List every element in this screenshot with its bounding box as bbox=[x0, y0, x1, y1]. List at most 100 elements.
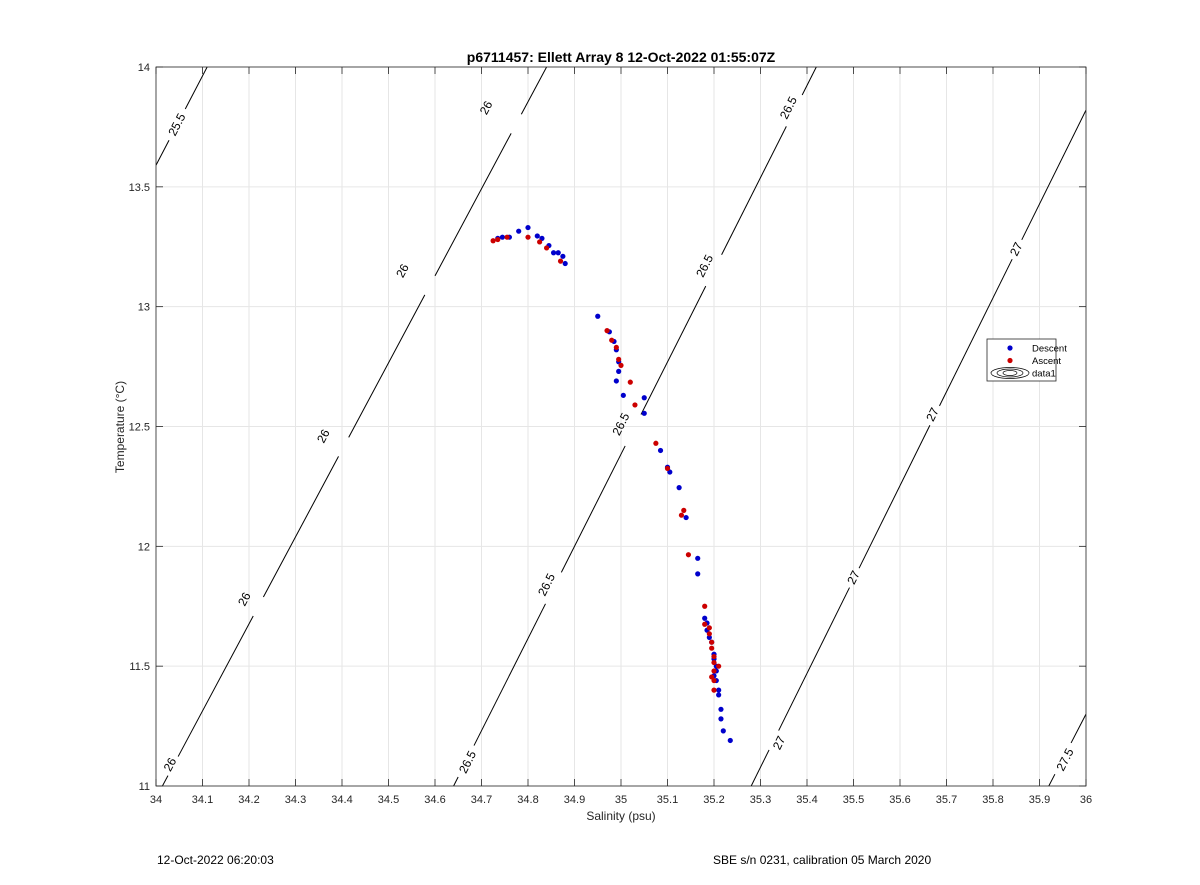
descent-point bbox=[550, 250, 557, 256]
ascent-point bbox=[706, 631, 712, 637]
y-tick-label: 13 bbox=[138, 302, 150, 314]
contour-line-26 bbox=[177, 615, 254, 757]
y-tick-label: 12 bbox=[138, 541, 150, 553]
contour-line-25.5 bbox=[184, 67, 208, 110]
descent-point bbox=[613, 378, 619, 384]
ascent-point bbox=[653, 440, 659, 446]
legend-contour-ellipse bbox=[990, 367, 1030, 379]
ascent-point bbox=[711, 668, 717, 674]
x-tick-label: 34.8 bbox=[517, 794, 538, 806]
ascent-point bbox=[609, 337, 615, 343]
descent-point bbox=[657, 447, 664, 454]
x-tick-label: 36 bbox=[1080, 794, 1092, 806]
contour-label: 26 bbox=[235, 590, 254, 609]
descent-point bbox=[499, 234, 506, 240]
descent-point bbox=[516, 228, 522, 234]
legend-contour-icon bbox=[990, 367, 1030, 379]
x-tick-label: 34 bbox=[150, 794, 162, 806]
ascent-point bbox=[702, 621, 708, 627]
contour-line-26.5 bbox=[721, 126, 787, 255]
legend-contour-ellipse bbox=[996, 368, 1024, 378]
descent-point bbox=[555, 250, 561, 256]
x-tick-label: 35.5 bbox=[843, 794, 864, 806]
ascent-point bbox=[711, 659, 717, 666]
ascent-point bbox=[616, 356, 622, 362]
ascent-point bbox=[525, 234, 531, 240]
legend-marker-ascent bbox=[1007, 357, 1013, 364]
ascent-point bbox=[504, 234, 510, 240]
legend-label: Ascent bbox=[1032, 356, 1061, 367]
descent-point bbox=[718, 716, 724, 722]
descent-point bbox=[695, 555, 701, 561]
ascent-point bbox=[604, 328, 610, 334]
ascent-point bbox=[685, 552, 692, 558]
ascent-point bbox=[709, 639, 715, 645]
y-tick-label: 12.5 bbox=[129, 422, 150, 434]
ascent-point bbox=[716, 663, 722, 669]
ticks: 34 34.1 34.2 34.3 34.4 34.5 34.6 34.7 34.8 34.9 35… bbox=[129, 62, 1093, 806]
ascent-point bbox=[709, 645, 715, 651]
contour-line-26.5 bbox=[473, 603, 546, 746]
ascent-point bbox=[632, 402, 638, 408]
descent-point bbox=[716, 692, 722, 698]
descent-point bbox=[595, 313, 601, 319]
ascent-point bbox=[618, 362, 624, 368]
series-ascent bbox=[490, 234, 722, 693]
ascent-point bbox=[711, 687, 717, 693]
x-tick-label: 34.5 bbox=[378, 794, 399, 806]
descent-point bbox=[695, 571, 701, 577]
y-axis-label: Temperature (°C) bbox=[113, 381, 127, 473]
contour-line-26.5 bbox=[560, 445, 626, 573]
y-tick-label: 13.5 bbox=[129, 182, 150, 194]
descent-point bbox=[641, 410, 647, 416]
descent-point bbox=[620, 392, 626, 398]
x-tick-label: 34.3 bbox=[285, 794, 306, 806]
ascent-point bbox=[557, 258, 564, 264]
contour-label: 26 bbox=[161, 755, 180, 774]
ascent-point bbox=[678, 512, 685, 518]
contour-label: 26 bbox=[477, 98, 496, 117]
contour-label: 27 bbox=[923, 405, 942, 423]
contour-line-27 bbox=[1021, 109, 1086, 241]
contour-line-26 bbox=[520, 67, 548, 115]
contour-line-26 bbox=[434, 133, 512, 277]
contour-label: 26 bbox=[314, 427, 333, 446]
x-tick-label: 35.1 bbox=[657, 794, 678, 806]
descent-point bbox=[683, 514, 689, 521]
footer-timestamp: 12-Oct-2022 06:20:03 bbox=[157, 853, 274, 867]
contour-line-27.5 bbox=[1048, 773, 1056, 786]
x-tick-label: 34.2 bbox=[238, 794, 259, 806]
footer-instrument-info: SBE s/n 0231, calibration 05 March 2020 bbox=[713, 853, 932, 867]
chart-title: p6711457: Ellett Array 8 12-Oct-2022 01:… bbox=[467, 49, 776, 65]
contour-label: 26 bbox=[393, 261, 412, 280]
x-tick-label: 35.6 bbox=[889, 794, 910, 806]
contour-line-26.5 bbox=[453, 776, 459, 786]
y-tick-label: 11 bbox=[139, 781, 150, 793]
x-tick-label: 35.3 bbox=[750, 794, 771, 806]
legend-contour-ellipse bbox=[1002, 370, 1018, 376]
plot-area: 25.5262626262626.526.526.526.526.5272727… bbox=[129, 62, 1093, 806]
ascent-point bbox=[613, 344, 619, 351]
ascent-point bbox=[664, 465, 671, 472]
x-tick-label: 34.9 bbox=[564, 794, 585, 806]
descent-point bbox=[718, 706, 724, 712]
contour-line-27 bbox=[778, 587, 850, 731]
x-axis-label: Salinity (psu) bbox=[586, 809, 655, 823]
x-tick-label: 34.6 bbox=[424, 794, 445, 806]
contour-line-26 bbox=[348, 294, 426, 438]
x-tick-label: 34.7 bbox=[471, 794, 492, 806]
x-tick-label: 35.7 bbox=[936, 794, 957, 806]
ascent-point bbox=[702, 603, 708, 609]
x-tick-label: 35 bbox=[615, 794, 627, 806]
legend-marker-descent bbox=[1007, 345, 1013, 351]
descent-point bbox=[706, 634, 712, 641]
contour-line-27 bbox=[858, 425, 931, 569]
contour-label: 27 bbox=[1007, 240, 1026, 258]
x-tick-label: 34.4 bbox=[331, 794, 352, 806]
legend-box bbox=[986, 338, 1057, 382]
y-tick-label: 14 bbox=[138, 62, 150, 74]
x-tick-label: 35.9 bbox=[1029, 794, 1050, 806]
ascent-point bbox=[495, 236, 501, 243]
x-tick-label: 35.8 bbox=[982, 794, 1003, 806]
